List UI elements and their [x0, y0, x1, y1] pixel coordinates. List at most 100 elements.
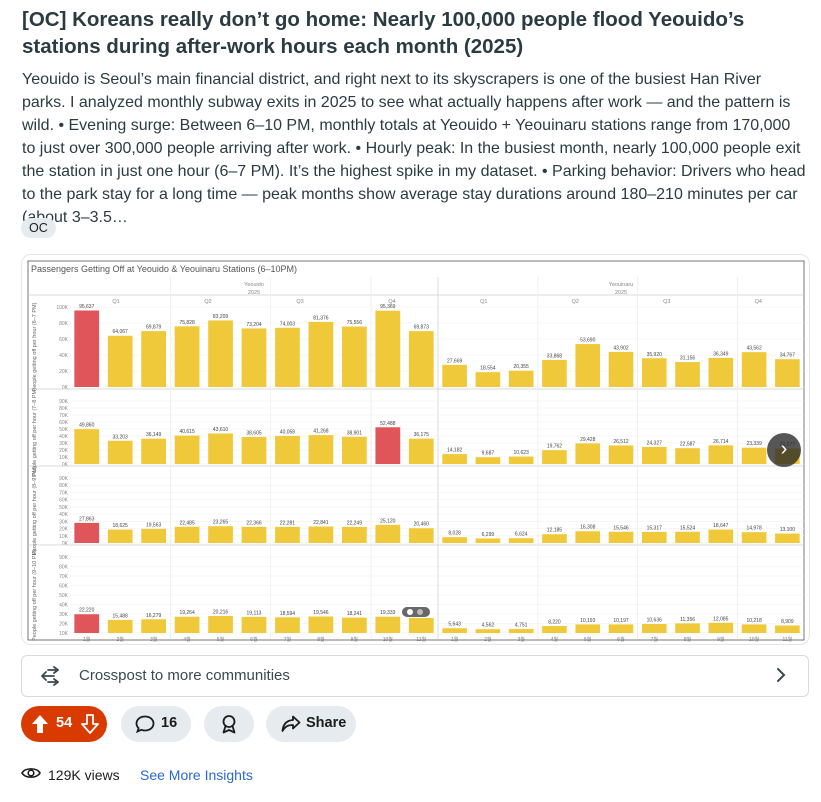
y-tick-label: 40K: [59, 353, 69, 359]
bar-value-label: 64,067: [113, 329, 129, 335]
bar-value-label: 23,339: [746, 441, 762, 447]
y-tick-label: 20K: [59, 622, 69, 628]
y-tick-label: 80K: [59, 565, 69, 571]
bar: [174, 435, 200, 464]
bar-value-label: 22,587: [680, 442, 696, 448]
x-tick-label: 2월: [484, 636, 492, 643]
y-tick-label: 50K: [59, 505, 69, 511]
chevron-right-icon: [777, 668, 786, 682]
bar: [708, 357, 734, 387]
bar-value-label: 18,594: [280, 611, 296, 617]
award-button[interactable]: [204, 706, 254, 742]
y-tick-label: 20K: [59, 448, 69, 454]
x-tick-label: 1월: [451, 636, 459, 643]
y-tick-label: 60K: [59, 498, 69, 504]
bar: [608, 445, 634, 464]
bar-value-label: 36,149: [146, 432, 162, 438]
share-button[interactable]: Share: [266, 706, 356, 742]
bar-value-label: 9,687: [482, 451, 495, 457]
bar: [74, 522, 100, 543]
bar-value-label: 27,863: [79, 516, 95, 522]
bar-value-label: 8,909: [781, 619, 794, 625]
bar: [408, 331, 434, 387]
panel-station-label: Yeouinaru: [609, 282, 634, 288]
downvote-icon[interactable]: [81, 714, 99, 734]
bar-value-label: 12,085: [713, 616, 729, 622]
y-tick-label: 50K: [59, 593, 69, 599]
bar-value-label: 4,751: [515, 622, 528, 628]
vote-bar: 54: [21, 706, 107, 742]
upvote-icon[interactable]: [31, 714, 49, 734]
y-tick-label: 90K: [59, 555, 69, 561]
bar: [608, 624, 634, 633]
x-tick-label: 8월: [684, 636, 692, 643]
gallery-next-button[interactable]: ›: [767, 433, 801, 467]
media-gallery[interactable]: Passengers Getting Off at Yeouido & Yeou…: [21, 254, 810, 645]
bar: [408, 438, 434, 464]
bar-value-label: 18,554: [480, 366, 496, 372]
y-tick-label: 60K: [59, 584, 69, 590]
y-tick-label: 20K: [59, 369, 69, 375]
comments-button[interactable]: 16: [121, 706, 191, 742]
flair-badge[interactable]: OC: [21, 218, 56, 238]
see-more-insights-link[interactable]: See More Insights: [140, 767, 253, 783]
y-tick-label: 0K: [62, 462, 69, 468]
bar-value-label: 14,182: [447, 448, 463, 454]
bar-value-label: 75,556: [347, 320, 363, 326]
bar: [475, 372, 501, 387]
bar-value-label: 10,218: [746, 618, 762, 624]
bar: [675, 448, 700, 464]
quarter-label: Q3: [663, 299, 670, 305]
bar-value-label: 73,204: [246, 322, 262, 328]
bar-value-label: 69,873: [414, 325, 430, 331]
bar-value-label: 25,120: [380, 518, 396, 524]
y-tick-label: 50K: [59, 427, 69, 433]
quarter-label: Q4: [755, 299, 762, 305]
comment-count: 16: [161, 715, 178, 731]
y-tick-label: 70K: [59, 490, 69, 496]
bar: [542, 626, 567, 633]
bar-value-label: 16,308: [580, 525, 596, 531]
bar: [775, 625, 800, 633]
bar: [508, 628, 534, 633]
bar: [475, 629, 501, 633]
bar: [708, 622, 734, 633]
y-tick-label: 80K: [59, 406, 69, 412]
bar-value-label: 10,193: [580, 618, 596, 624]
bar: [74, 429, 100, 464]
bar: [275, 617, 300, 633]
bar-value-label: 15,546: [613, 525, 629, 531]
bar: [641, 624, 667, 633]
x-tick-label: 5월: [584, 636, 592, 643]
y-tick-label: 0K: [62, 385, 69, 391]
x-tick-label: 8월: [317, 636, 325, 643]
panel-station-label: Yeouido: [244, 282, 264, 288]
bar: [575, 624, 601, 633]
y-tick-label: 90K: [59, 476, 69, 482]
bar-value-label: 34,767: [780, 353, 796, 359]
bar: [542, 359, 567, 387]
y-tick-label: 0K: [62, 541, 69, 547]
bar-value-label: 14,978: [746, 526, 762, 532]
bar-value-label: 95,369: [380, 304, 396, 310]
x-tick-label: 5월: [217, 636, 225, 643]
quarter-label: Q2: [572, 299, 579, 305]
bar-value-label: 36,349: [713, 351, 729, 357]
bar: [475, 538, 501, 543]
bar-value-label: 33,868: [547, 353, 563, 359]
y-tick-label: 40K: [59, 603, 69, 609]
quarter-label: Q4: [388, 299, 395, 305]
x-tick-label: 1월: [83, 636, 91, 643]
share-label: Share: [306, 715, 347, 731]
bar: [741, 532, 767, 543]
bar-value-label: 27,669: [447, 358, 463, 364]
bar-value-label: 19,333: [380, 610, 396, 616]
post-title[interactable]: [OC] Koreans really don’t go home: Nearl…: [22, 8, 745, 58]
bar-value-label: 18,647: [713, 523, 729, 529]
bar-value-label: 19,546: [313, 610, 329, 616]
crosspost-button[interactable]: Crosspost to more communities: [21, 655, 809, 697]
bar: [275, 526, 300, 543]
bar-value-label: 22,366: [246, 520, 262, 526]
bar-value-label: 19,563: [146, 522, 162, 528]
bar-value-label: 69,879: [146, 325, 162, 331]
